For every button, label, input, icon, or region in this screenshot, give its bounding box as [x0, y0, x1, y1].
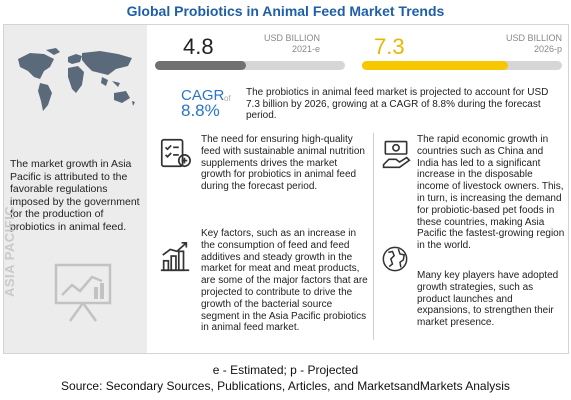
unit-label-2026: USD BILLION	[505, 33, 562, 43]
bar-track-2026	[362, 61, 562, 70]
world-map-icon	[18, 48, 135, 111]
asia-pacific-label: ASIA PACIFIC	[2, 205, 17, 297]
year-label-2021: 2021-e	[291, 44, 320, 54]
presentation-chart-icon	[54, 263, 112, 322]
cagr-value: 8.8%	[181, 101, 220, 120]
chart-title: Global Probiotics in Animal Feed Market …	[126, 3, 445, 19]
legend-note: e - Estimated; p - Projected	[212, 363, 359, 377]
driver-text-2: Key factors, such as an increase in the …	[201, 228, 368, 334]
source-note: Source: Secondary Sources, Publications,…	[61, 379, 510, 393]
money-hand-icon	[382, 140, 411, 169]
checklist-icon	[160, 138, 191, 168]
cagr-label: CAGR	[181, 87, 225, 104]
cagr-of: of	[224, 94, 231, 103]
year-label-2026: 2026-p	[533, 44, 562, 54]
market-description: The probiotics in animal feed market is …	[246, 87, 549, 121]
driver-text-1: The need for ensuring high-quality feed …	[201, 134, 365, 193]
asia-pacific-text: The market growth in Asia Pacific is att…	[10, 158, 140, 233]
value-2026: 7.3	[374, 34, 405, 59]
bar-track-2021	[155, 61, 345, 70]
unit-2021: USD BILLION 2021-e	[240, 33, 320, 55]
driver-text-3: The rapid economic growth in countries s…	[417, 134, 565, 252]
globe-icon	[382, 246, 408, 272]
value-2021: 4.8	[183, 34, 214, 59]
unit-2026: USD BILLION 2026-p	[470, 33, 562, 55]
bar-2021	[155, 61, 246, 70]
content-frame	[3, 24, 569, 354]
driver-text-4: Many key players have adopted growth str…	[417, 270, 559, 329]
bar-2026	[362, 61, 508, 70]
asia-pacific-panel: The market growth in Asia Pacific is att…	[2, 25, 147, 353]
column-divider	[373, 133, 374, 340]
growth-chart-icon	[160, 241, 190, 272]
unit-label-2021: USD BILLION	[263, 33, 320, 43]
